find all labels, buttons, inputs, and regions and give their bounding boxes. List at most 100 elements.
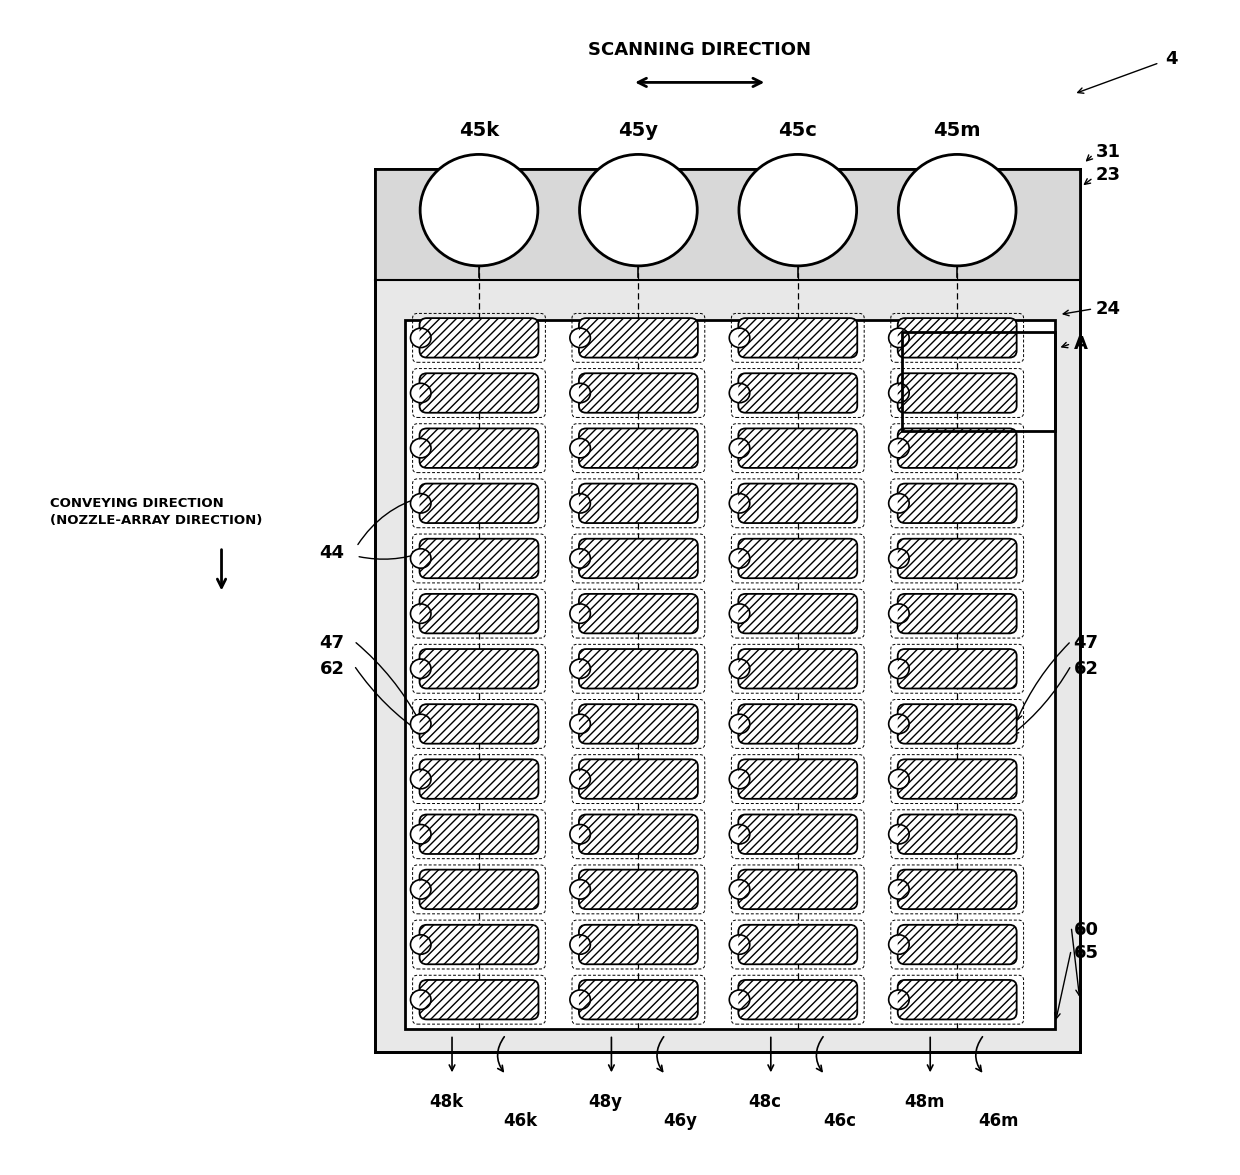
Circle shape: [889, 935, 909, 954]
Circle shape: [729, 935, 750, 954]
FancyBboxPatch shape: [738, 593, 857, 633]
Circle shape: [889, 604, 909, 623]
Text: SCANNING DIRECTION: SCANNING DIRECTION: [588, 41, 811, 59]
Circle shape: [570, 935, 590, 954]
FancyBboxPatch shape: [738, 484, 857, 523]
FancyBboxPatch shape: [898, 870, 1017, 909]
Text: 45k: 45k: [459, 121, 498, 141]
FancyBboxPatch shape: [579, 318, 698, 357]
Text: 62: 62: [320, 660, 345, 678]
Text: A: A: [1074, 335, 1087, 352]
FancyBboxPatch shape: [898, 704, 1017, 744]
Text: 31: 31: [1096, 143, 1121, 161]
Circle shape: [579, 154, 697, 266]
Text: 62: 62: [1074, 660, 1099, 678]
Circle shape: [410, 659, 432, 678]
FancyBboxPatch shape: [419, 980, 538, 1020]
FancyBboxPatch shape: [579, 429, 698, 468]
Circle shape: [889, 991, 909, 1009]
FancyBboxPatch shape: [579, 814, 698, 854]
Text: 45c: 45c: [779, 121, 817, 141]
FancyBboxPatch shape: [579, 925, 698, 965]
FancyBboxPatch shape: [898, 429, 1017, 468]
FancyBboxPatch shape: [738, 925, 857, 965]
Text: 65: 65: [1074, 945, 1099, 962]
Text: 4: 4: [1166, 51, 1178, 68]
Circle shape: [410, 880, 432, 899]
FancyBboxPatch shape: [419, 429, 538, 468]
Circle shape: [729, 494, 750, 513]
Circle shape: [729, 825, 750, 844]
Circle shape: [889, 383, 909, 403]
Circle shape: [889, 825, 909, 844]
FancyBboxPatch shape: [419, 318, 538, 357]
FancyBboxPatch shape: [419, 870, 538, 909]
Circle shape: [889, 659, 909, 678]
Circle shape: [570, 494, 590, 513]
Circle shape: [410, 604, 432, 623]
FancyBboxPatch shape: [579, 484, 698, 523]
FancyBboxPatch shape: [579, 870, 698, 909]
Text: 48c: 48c: [748, 1093, 781, 1110]
Circle shape: [410, 438, 432, 458]
FancyBboxPatch shape: [738, 870, 857, 909]
Circle shape: [570, 880, 590, 899]
Text: 48k: 48k: [429, 1093, 463, 1110]
Circle shape: [729, 880, 750, 899]
Circle shape: [739, 154, 857, 266]
FancyBboxPatch shape: [419, 374, 538, 412]
FancyBboxPatch shape: [419, 649, 538, 689]
Text: 44: 44: [320, 544, 345, 562]
Bar: [374, 169, 1080, 280]
FancyBboxPatch shape: [738, 374, 857, 412]
Circle shape: [410, 935, 432, 954]
FancyBboxPatch shape: [419, 759, 538, 799]
Circle shape: [729, 604, 750, 623]
Text: 48y: 48y: [588, 1093, 622, 1110]
Circle shape: [410, 825, 432, 844]
Circle shape: [889, 494, 909, 513]
Bar: [901, 333, 1055, 431]
Circle shape: [729, 383, 750, 403]
FancyBboxPatch shape: [738, 318, 857, 357]
FancyBboxPatch shape: [579, 759, 698, 799]
Circle shape: [570, 659, 590, 678]
FancyBboxPatch shape: [898, 759, 1017, 799]
FancyBboxPatch shape: [898, 374, 1017, 412]
Circle shape: [729, 770, 750, 788]
Text: 45m: 45m: [934, 121, 981, 141]
FancyBboxPatch shape: [898, 593, 1017, 633]
Text: CONVEYING DIRECTION
(NOZZLE-ARRAY DIRECTION): CONVEYING DIRECTION (NOZZLE-ARRAY DIRECT…: [50, 497, 262, 528]
Circle shape: [410, 383, 432, 403]
Circle shape: [410, 714, 432, 733]
Text: 45y: 45y: [619, 121, 658, 141]
Circle shape: [570, 991, 590, 1009]
Circle shape: [889, 714, 909, 733]
Circle shape: [729, 991, 750, 1009]
Text: 24: 24: [1096, 300, 1121, 317]
Circle shape: [729, 438, 750, 458]
Circle shape: [570, 770, 590, 788]
FancyBboxPatch shape: [579, 980, 698, 1020]
FancyBboxPatch shape: [738, 704, 857, 744]
Circle shape: [729, 549, 750, 569]
Circle shape: [889, 328, 909, 348]
FancyBboxPatch shape: [898, 980, 1017, 1020]
FancyBboxPatch shape: [419, 925, 538, 965]
FancyBboxPatch shape: [738, 814, 857, 854]
FancyBboxPatch shape: [898, 814, 1017, 854]
Circle shape: [570, 604, 590, 623]
FancyBboxPatch shape: [419, 538, 538, 578]
Circle shape: [570, 549, 590, 569]
Circle shape: [570, 383, 590, 403]
Circle shape: [729, 328, 750, 348]
Circle shape: [898, 154, 1016, 266]
Circle shape: [410, 328, 432, 348]
FancyBboxPatch shape: [738, 649, 857, 689]
FancyBboxPatch shape: [898, 649, 1017, 689]
FancyBboxPatch shape: [898, 318, 1017, 357]
Text: 48m: 48m: [904, 1093, 945, 1110]
Circle shape: [410, 991, 432, 1009]
FancyBboxPatch shape: [579, 593, 698, 633]
Text: 46c: 46c: [823, 1113, 856, 1130]
